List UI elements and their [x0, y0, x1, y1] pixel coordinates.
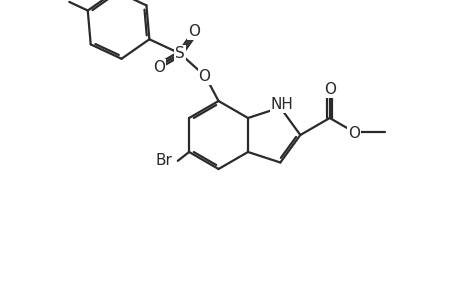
Text: O: O — [198, 69, 210, 84]
Text: O: O — [323, 82, 335, 97]
Text: O: O — [153, 60, 165, 75]
Text: O: O — [188, 24, 200, 39]
Text: S: S — [175, 46, 185, 61]
Text: O: O — [347, 126, 359, 141]
Text: NH: NH — [270, 97, 293, 112]
Text: Br: Br — [156, 153, 173, 168]
